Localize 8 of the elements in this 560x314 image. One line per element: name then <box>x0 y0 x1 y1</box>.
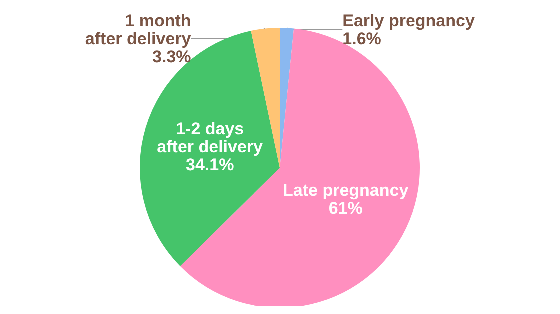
data-label: 61% <box>328 198 363 218</box>
data-label: 34.1% <box>186 155 234 174</box>
data-label: 1.6% <box>342 30 382 48</box>
slice-label: 1 month after delivery <box>85 12 192 48</box>
data-label: 3.3% <box>152 48 192 66</box>
slice-label: Late pregnancy <box>283 180 410 200</box>
slice-label: 1-2 days after delivery <box>157 119 264 156</box>
slice-label: Early pregnancy <box>342 12 476 30</box>
